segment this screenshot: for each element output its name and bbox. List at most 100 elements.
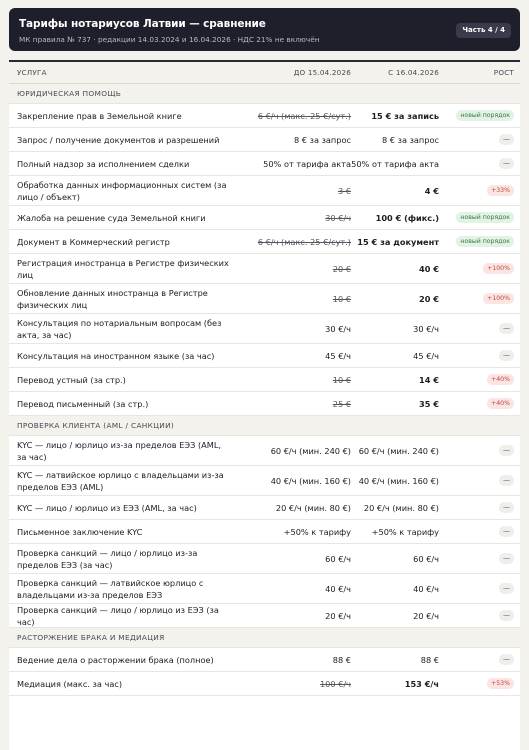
growth-badge: новый порядок bbox=[456, 110, 514, 121]
new-tariff: 30 €/ч bbox=[413, 323, 439, 334]
service-name: Перевод устный (за стр.) bbox=[17, 374, 126, 385]
growth-cell: — bbox=[442, 496, 514, 519]
old-tariff: +50% к тарифу bbox=[283, 526, 351, 537]
new-tariff: 100 € (фикс.) bbox=[375, 212, 439, 223]
section-header: ЮРИДИЧЕСКАЯ ПОМОЩЬ bbox=[9, 84, 520, 104]
old-tariff: 50% от тарифа акта bbox=[263, 158, 351, 169]
table-row: Проверка санкций — лицо / юрлицо из-за п… bbox=[9, 544, 520, 574]
table-row: Консультация по нотариальным вопросам (б… bbox=[9, 314, 520, 344]
service-name: Консультация на иностранном языке (за ча… bbox=[17, 350, 215, 361]
new-tariff: 40 €/ч (мин. 160 €) bbox=[358, 475, 439, 486]
service-name: Запрос / получение документов и разрешен… bbox=[17, 134, 220, 145]
growth-badge: — bbox=[499, 445, 514, 456]
old-tariff: 20 € bbox=[332, 263, 351, 274]
new-tariff: 15 € за документ bbox=[357, 236, 439, 247]
old-tariff: 20 €/ч bbox=[325, 610, 351, 621]
growth-cell: — bbox=[442, 344, 514, 367]
table-row: KYC — латвийское юрлицо с владельцами из… bbox=[9, 466, 520, 496]
page-header: Тарифы нотариусов Латвии — сравнение МК … bbox=[9, 8, 520, 51]
new-tariff: 88 € bbox=[420, 654, 439, 665]
table-row: Ведение дела о расторжении брака (полное… bbox=[9, 648, 520, 672]
growth-badge: новый порядок bbox=[456, 236, 514, 247]
growth-badge: — bbox=[499, 475, 514, 486]
growth-cell: — bbox=[442, 436, 514, 465]
growth-cell: +100% bbox=[442, 254, 514, 283]
growth-cell: +53% bbox=[442, 672, 514, 695]
growth-cell: — bbox=[442, 520, 514, 543]
new-tariff: +50% к тарифу bbox=[371, 526, 439, 537]
service-name: Ведение дела о расторжении брака (полное… bbox=[17, 654, 214, 665]
old-tariff: 30 €/ч bbox=[325, 323, 351, 334]
table-row: Перевод устный (за стр.) 10 € 14 € +40% bbox=[9, 368, 520, 392]
new-tariff: 40 €/ч bbox=[413, 583, 439, 594]
service-name: Обновление данных иностранца в Регистре … bbox=[17, 287, 208, 310]
old-tariff: 60 €/ч bbox=[325, 553, 351, 564]
old-tariff: 10 € bbox=[332, 374, 351, 385]
service-name: Документ в Коммерческий регистр bbox=[17, 236, 170, 247]
service-name: Закрепление прав в Земельной книге bbox=[17, 110, 182, 121]
new-tariff: 14 € bbox=[419, 374, 439, 385]
section-title: ЮРИДИЧЕСКАЯ ПОМОЩЬ bbox=[17, 88, 122, 98]
table-row: Письменное заключение KYC +50% к тарифу +5… bbox=[9, 520, 520, 544]
growth-badge: +100% bbox=[483, 293, 514, 304]
service-name: Регистрация иностранца в Регистре физиче… bbox=[17, 257, 229, 280]
growth-badge: +53% bbox=[487, 678, 514, 689]
growth-badge: — bbox=[499, 323, 514, 334]
growth-badge: — bbox=[499, 654, 514, 665]
growth-cell: новый порядок bbox=[442, 206, 514, 229]
growth-badge: новый порядок bbox=[456, 212, 514, 223]
growth-cell: +33% bbox=[442, 176, 514, 205]
growth-cell: +40% bbox=[442, 368, 514, 391]
section-title: РАСТОРЖЕНИЕ БРАКА И МЕДИАЦИЯ bbox=[17, 632, 165, 642]
growth-badge: — bbox=[499, 526, 514, 537]
old-tariff: 6 €/ч (макс. 25 €/сут.) bbox=[257, 236, 351, 247]
service-name: Полный надзор за исполнением сделки bbox=[17, 158, 190, 169]
old-tariff: 60 €/ч (мин. 240 €) bbox=[270, 445, 351, 456]
service-name: KYC — лицо / юрлицо из ЕЭЗ (AML, за час) bbox=[17, 502, 197, 513]
growth-badge: — bbox=[499, 502, 514, 513]
new-tariff: 60 €/ч bbox=[413, 553, 439, 564]
new-tariff: 35 € bbox=[419, 398, 439, 409]
growth-badge: — bbox=[499, 350, 514, 361]
table-row: KYC — лицо / юрлицо из ЕЭЗ (AML, за час)… bbox=[9, 496, 520, 520]
growth-cell: новый порядок bbox=[442, 230, 514, 253]
service-name: KYC — лицо / юрлицо из-за пределов ЕЭЗ (… bbox=[17, 439, 221, 462]
table-row: Обработка данных информационных систем (… bbox=[9, 176, 520, 206]
service-name: Проверка санкций — лицо / юрлицо из ЕЭЗ … bbox=[17, 604, 219, 627]
section-title: ПРОВЕРКА КЛИЕНТА (AML / САНКЦИИ) bbox=[17, 420, 175, 430]
column-header-service: УСЛУГА bbox=[17, 67, 47, 77]
growth-cell: новый порядок bbox=[442, 104, 514, 127]
table-row: Закрепление прав в Земельной книге 6 €/ч … bbox=[9, 104, 520, 128]
table-row: KYC — лицо / юрлицо из-за пределов ЕЭЗ (… bbox=[9, 436, 520, 466]
new-tariff: 15 € за запись bbox=[371, 110, 439, 121]
service-name: Медиация (макс. за час) bbox=[17, 678, 123, 689]
new-tariff: 20 €/ч (мин. 80 €) bbox=[363, 502, 439, 513]
service-name: KYC — латвийское юрлицо с владельцами из… bbox=[17, 469, 224, 492]
service-name: Проверка санкций — латвийское юрлицо с в… bbox=[17, 577, 204, 600]
table-header-row: УСЛУГА ДО 15.04.2026 С 16.04.2026 РОСТ bbox=[9, 62, 520, 84]
new-tariff: 40 € bbox=[419, 263, 439, 274]
growth-cell: — bbox=[442, 648, 514, 671]
growth-cell: — bbox=[442, 466, 514, 495]
new-tariff: 50% от тарифа акта bbox=[351, 158, 439, 169]
table-row: Регистрация иностранца в Регистре физиче… bbox=[9, 254, 520, 284]
table-row: Жалоба на решение суда Земельной книги 30… bbox=[9, 206, 520, 230]
table-row: Обновление данных иностранца в Регистре … bbox=[9, 284, 520, 314]
growth-badge: +100% bbox=[483, 263, 514, 274]
part-badge: Часть 4 / 4 bbox=[456, 23, 511, 38]
growth-cell: — bbox=[442, 544, 514, 573]
old-tariff: 40 €/ч bbox=[325, 583, 351, 594]
new-tariff: 20 € bbox=[419, 293, 439, 304]
growth-cell: — bbox=[442, 152, 514, 175]
new-tariff: 4 € bbox=[424, 185, 439, 196]
column-header-growth: РОСТ bbox=[493, 67, 514, 77]
service-name: Жалоба на решение суда Земельной книги bbox=[17, 212, 206, 223]
new-tariff: 8 € за запрос bbox=[381, 134, 439, 145]
old-tariff: 40 €/ч (мин. 160 €) bbox=[270, 475, 351, 486]
section-header: РАСТОРЖЕНИЕ БРАКА И МЕДИАЦИЯ bbox=[9, 628, 520, 648]
new-tariff: 153 €/ч bbox=[404, 678, 439, 689]
tariff-table: УСЛУГА ДО 15.04.2026 С 16.04.2026 РОСТ Ю… bbox=[9, 60, 520, 750]
growth-badge: +33% bbox=[487, 185, 514, 196]
table-row: Документ в Коммерческий регистр 6 €/ч (ма… bbox=[9, 230, 520, 254]
growth-cell: — bbox=[442, 314, 514, 343]
